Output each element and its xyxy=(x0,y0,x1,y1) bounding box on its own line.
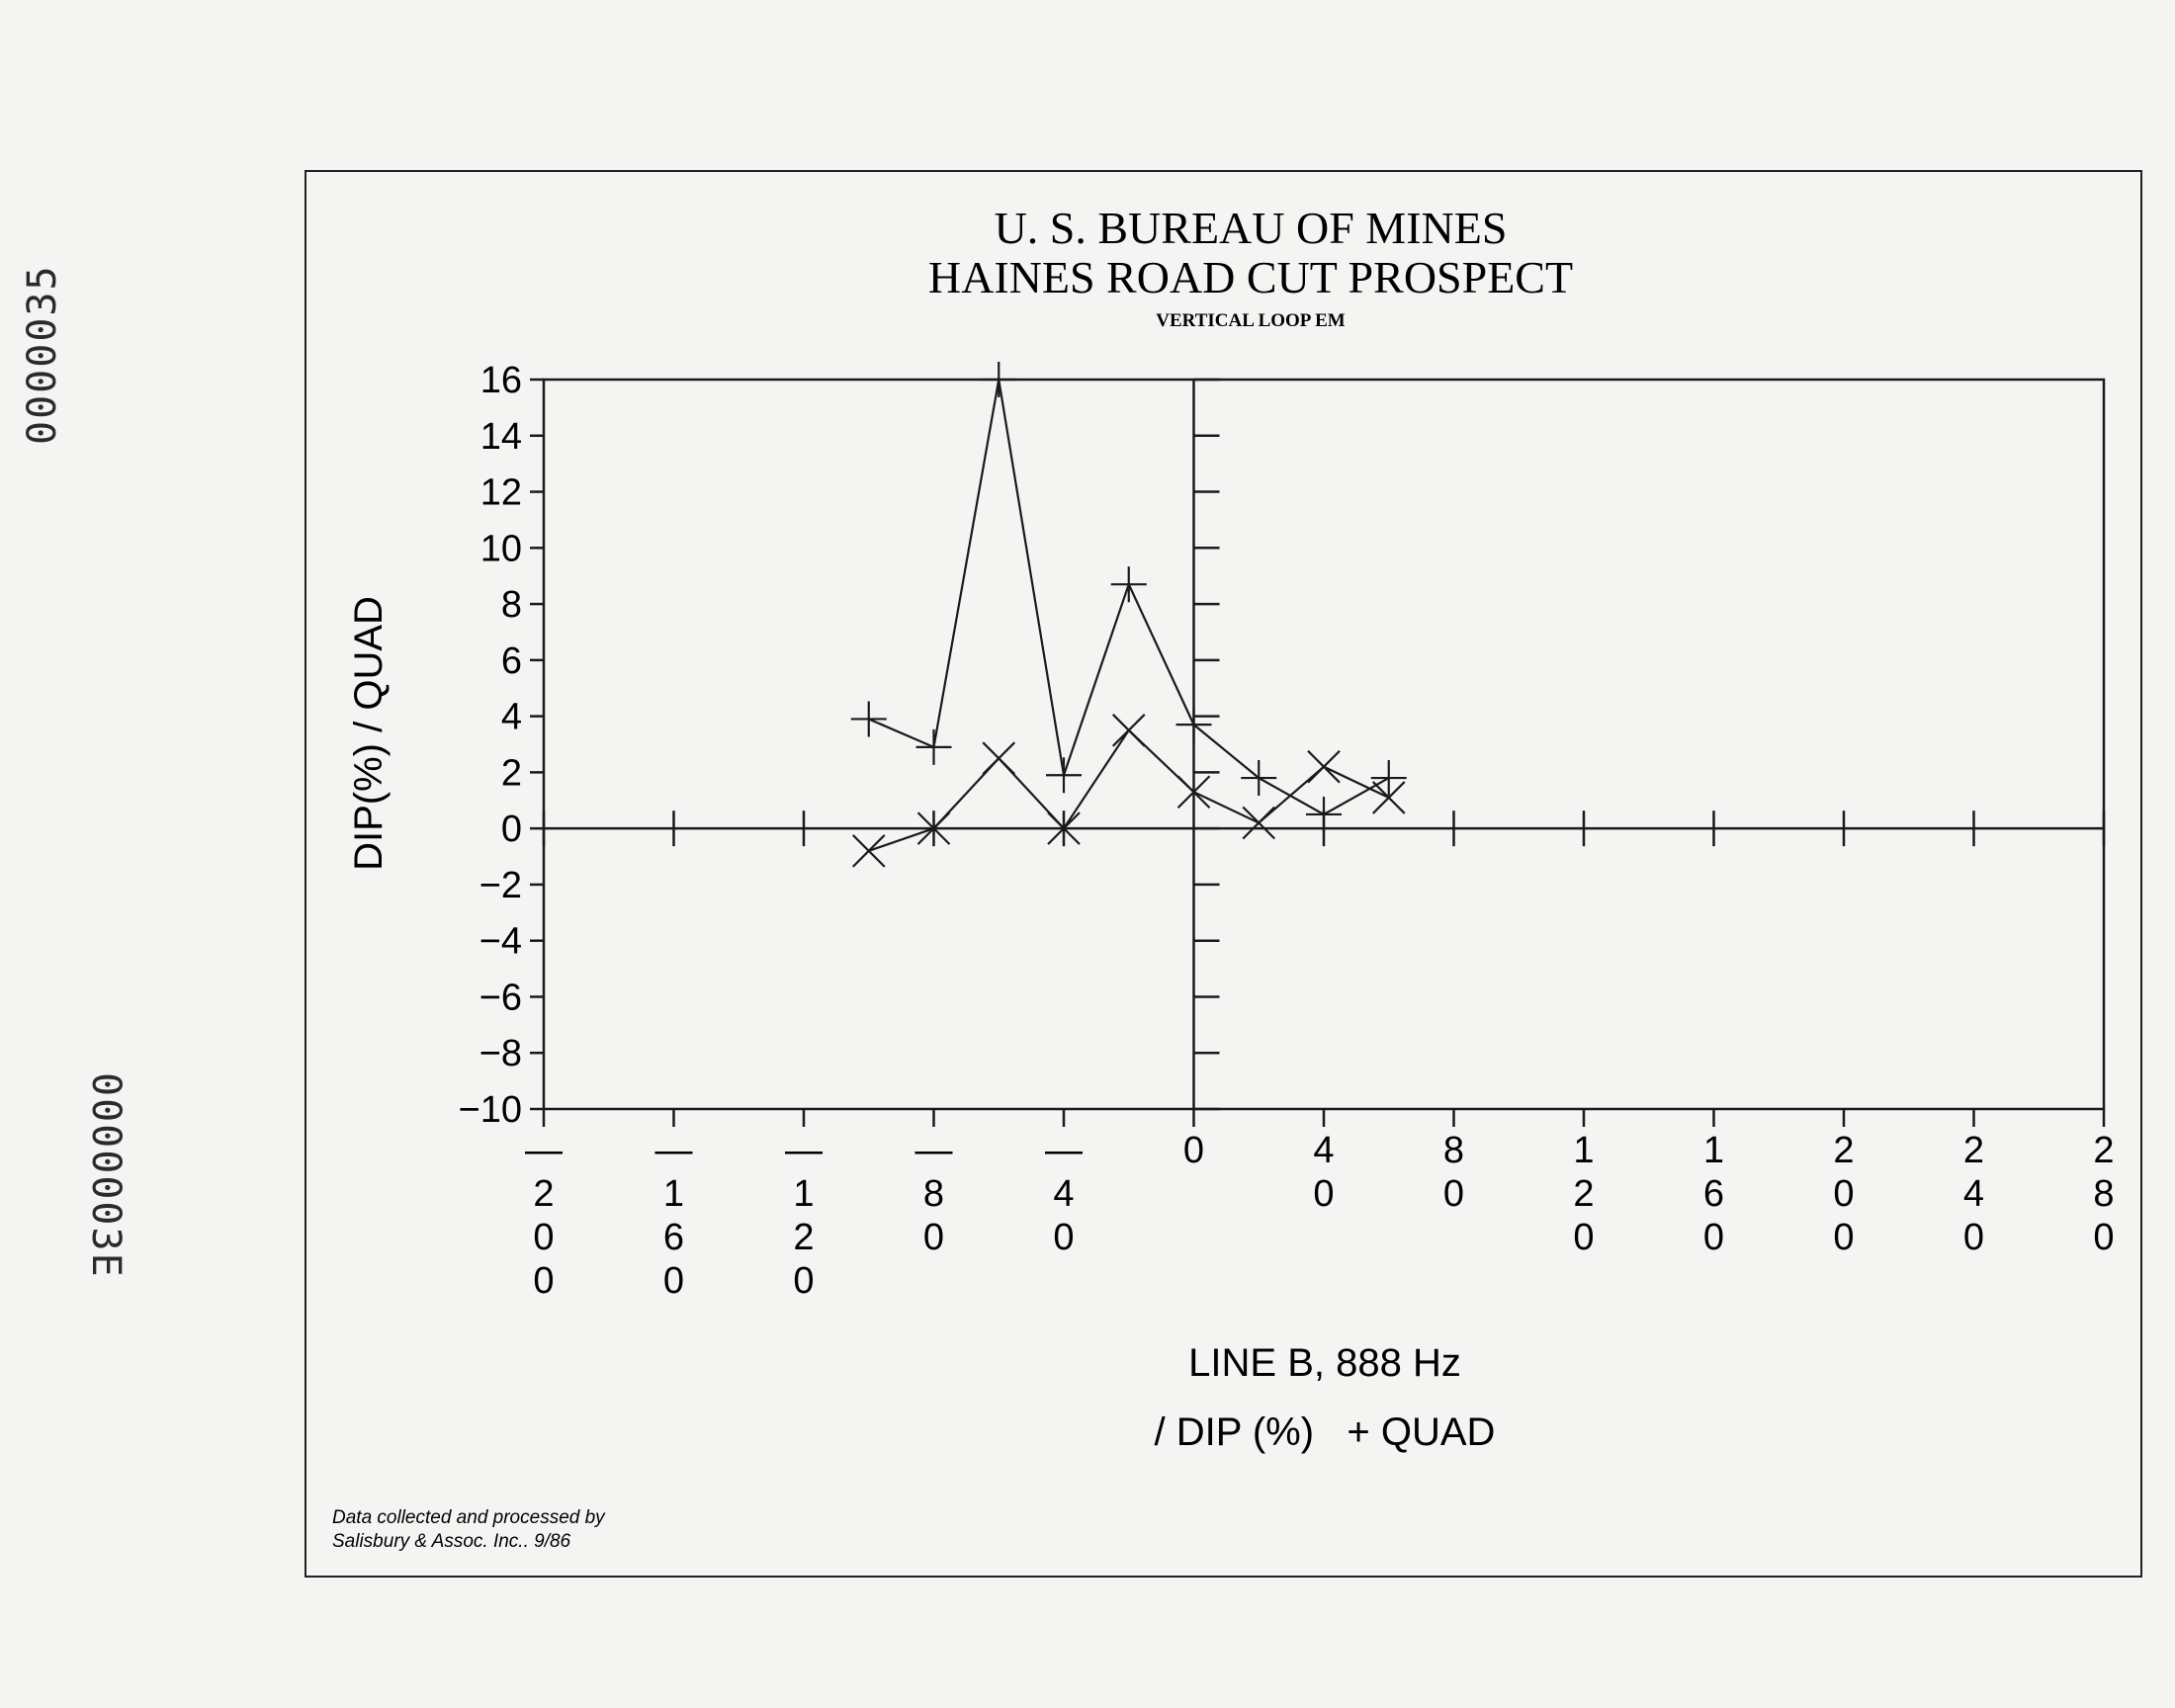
plot-border xyxy=(542,378,2106,1111)
x-tick-label: —8 0 xyxy=(915,1130,953,1258)
chart-subtitle2: VERTICAL LOOP EM xyxy=(1156,310,1346,331)
y-tick-label: −6 xyxy=(479,977,522,1018)
data-point-quad xyxy=(850,701,887,737)
y-tick-label: 10 xyxy=(480,528,522,569)
data-point-quad xyxy=(1046,757,1082,794)
y-tick-label: 2 xyxy=(501,752,522,794)
chart-title: U. S. BUREAU OF MINES xyxy=(995,203,1508,253)
x-tick-label: —2 0 0 xyxy=(525,1130,563,1302)
legend: / DIP (%) + QUAD xyxy=(1155,1410,1496,1454)
y-axis-label: DIP(%) / QUAD xyxy=(347,596,391,871)
y-tick-label: −8 xyxy=(479,1033,522,1074)
chart-subtitle: HAINES ROAD CUT PROSPECT xyxy=(928,252,1573,302)
data-point-dip xyxy=(1307,749,1341,784)
chart-frame: U. S. BUREAU OF MINES HAINES ROAD CUT PR… xyxy=(304,170,2142,1578)
credit-line-1: Data collected and processed by xyxy=(332,1507,606,1528)
data-point-quad xyxy=(1370,760,1407,797)
data-point-dip xyxy=(851,834,886,868)
plot-area: −10 −8 −6 −4 −2 0 2 4 6 8 10 12 14 16 — 2 0 0 — 1 6 0 — 1 2 0 — 8 0 —… xyxy=(459,360,2115,1302)
y-tick-label: 8 xyxy=(501,584,522,626)
data-point-dip xyxy=(1371,781,1406,814)
y-tick-label: 6 xyxy=(501,640,522,682)
x-tick-label: —1 6 0 xyxy=(655,1130,693,1302)
y-tick-label: 0 xyxy=(501,809,522,850)
stamp-bottom: 0000003E xyxy=(83,1072,129,1279)
data-point-dip xyxy=(982,741,1016,775)
data-point-quad xyxy=(1241,760,1277,797)
x-axis-label: LINE B, 888 Hz xyxy=(1188,1341,1461,1385)
data-point-dip xyxy=(916,811,951,845)
credit-line-2: Salisbury & Assoc. Inc.. 9/86 xyxy=(332,1531,571,1552)
data-point-quad xyxy=(915,728,952,765)
data-point-quad xyxy=(1175,707,1212,743)
series-line-dip xyxy=(868,728,1390,852)
data-point-dip xyxy=(1176,775,1211,810)
x-tick-label: —4 0 xyxy=(1045,1130,1083,1258)
y-tick-label: −4 xyxy=(479,921,522,963)
data-point-quad xyxy=(1110,566,1147,603)
y-tick-label: −2 xyxy=(479,865,522,906)
chart: U. S. BUREAU OF MINES HAINES ROAD CUT PR… xyxy=(332,203,2115,1552)
y-tick-label: 4 xyxy=(501,697,522,738)
stamp-top: 0000035 xyxy=(20,264,65,445)
x-tick-label: 0 xyxy=(1183,1130,1204,1171)
data-point-dip xyxy=(1242,806,1276,840)
y-tick-label: 12 xyxy=(480,472,522,514)
data-point-dip xyxy=(1111,714,1146,747)
x-tick-label: —1 2 0 xyxy=(785,1130,823,1302)
y-tick-label: 16 xyxy=(480,360,522,401)
data-point-quad xyxy=(981,362,1017,397)
data-point-quad xyxy=(1306,796,1342,832)
y-tick-label: 14 xyxy=(480,416,522,458)
data-point-dip xyxy=(1047,811,1081,845)
y-tick-label: −10 xyxy=(459,1089,522,1131)
